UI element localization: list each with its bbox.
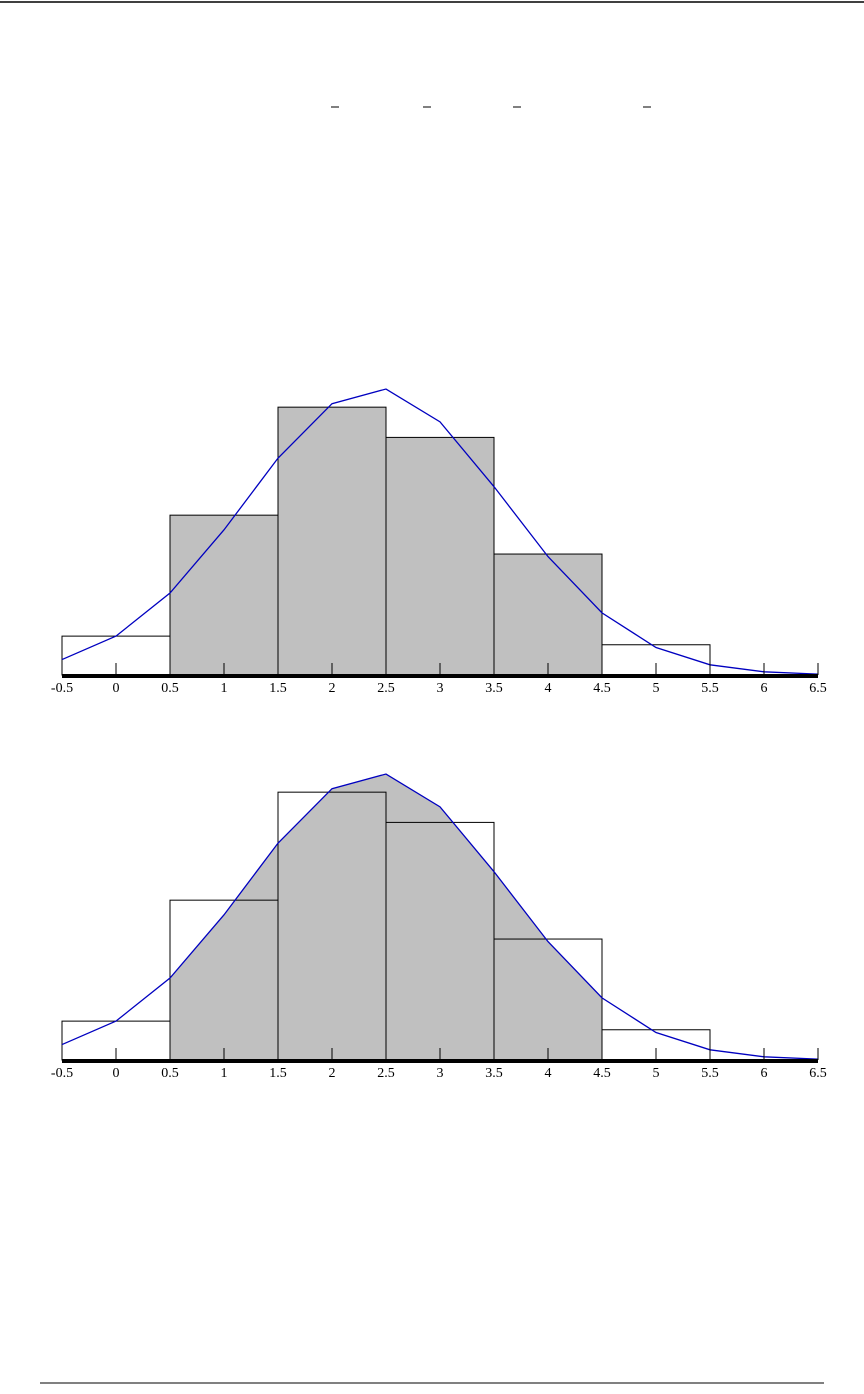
- bar: [385, 436, 495, 676]
- x-tick-label: 5.5: [701, 1066, 719, 1081]
- x-tick-label: 4.5: [593, 1066, 611, 1081]
- x-tick-label: 5: [653, 1066, 660, 1081]
- x-tick-label: 3.5: [485, 1066, 503, 1081]
- x-tick-label: 6.5: [809, 681, 827, 696]
- bar: [493, 553, 603, 676]
- x-tick-label: 6.5: [809, 1066, 827, 1081]
- bar: [277, 406, 387, 676]
- x-tick-label: 2.5: [377, 681, 395, 696]
- x-tick-label: -0.5: [51, 681, 73, 696]
- x-tick-label: 1: [221, 681, 228, 696]
- x-tick-label: 1.5: [269, 681, 287, 696]
- x-tick-label: 1.5: [269, 1066, 287, 1081]
- x-tick-label: 4.5: [593, 681, 611, 696]
- x-tick-label: 2: [329, 681, 336, 696]
- x-tick-label: 3: [437, 1066, 444, 1081]
- x-tick-label: 3.5: [485, 681, 503, 696]
- density-curve: [61, 388, 819, 675]
- x-tick-label: 0.5: [161, 1066, 179, 1081]
- x-tick-label: 4: [545, 681, 552, 696]
- x-tick-label: 5.5: [701, 681, 719, 696]
- x-tick-label: 6: [761, 1066, 768, 1081]
- density-curve: [61, 773, 819, 1060]
- x-tick-label: 2.5: [377, 1066, 395, 1081]
- x-tick-label: 3: [437, 681, 444, 696]
- x-tick-label: 6: [761, 681, 768, 696]
- bar: [169, 514, 279, 676]
- x-tick-label: 0.5: [161, 681, 179, 696]
- x-tick-label: 5: [653, 681, 660, 696]
- x-tick-label: 0: [113, 681, 120, 696]
- x-tick-label: 4: [545, 1066, 552, 1081]
- x-tick-label: 1: [221, 1066, 228, 1081]
- x-tick-label: 0: [113, 1066, 120, 1081]
- x-tick-label: -0.5: [51, 1066, 73, 1081]
- x-tick-label: 2: [329, 1066, 336, 1081]
